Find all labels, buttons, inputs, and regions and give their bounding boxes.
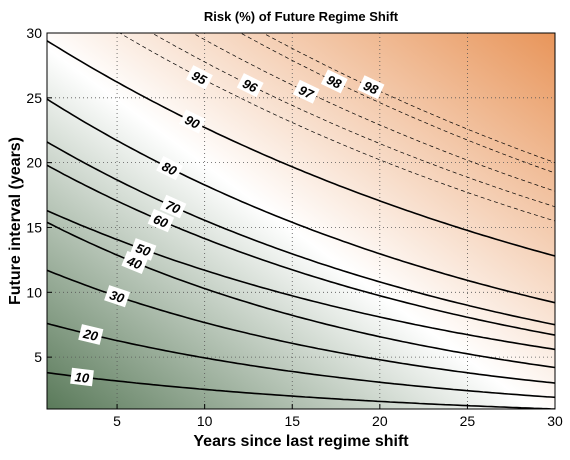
x-tick-label: 15: [284, 413, 300, 429]
contour-label-box: [320, 69, 348, 94]
contour-label-80: 80: [156, 156, 184, 181]
grid: [47, 33, 555, 409]
contour-label-box: [178, 109, 206, 134]
contour-label-30: 30: [104, 285, 131, 308]
contour-label-text: 50: [134, 240, 153, 259]
y-tick-label: 20: [26, 155, 42, 171]
contour-label-text: 96: [240, 76, 260, 96]
contour-label-text: 80: [160, 159, 180, 179]
contour-label-text: 60: [151, 211, 171, 231]
contour-line-10: [47, 371, 555, 409]
y-tick-label: 10: [26, 284, 42, 300]
contour-label-text: 97: [296, 82, 316, 102]
contour-label-box: [104, 285, 131, 308]
contour-line-96: [151, 33, 555, 208]
x-tick-label: 5: [113, 413, 121, 429]
contour-label-text: 90: [182, 112, 202, 132]
plot-frame: [46, 32, 556, 410]
contour-line-60: [47, 164, 555, 336]
contour-label-96: 96: [236, 73, 264, 98]
y-tick-label: 30: [26, 25, 42, 41]
plot-area: [47, 33, 555, 409]
contour-line-30: [47, 269, 555, 384]
contour-label-text: 30: [108, 287, 127, 306]
contour-label-90: 90: [178, 109, 206, 134]
contour-label-box: [357, 75, 385, 100]
contour-label-97: 97: [292, 79, 320, 104]
contour-label-text: 20: [81, 326, 100, 344]
contour-label-box: [292, 79, 320, 104]
contour-lines: [47, 33, 555, 409]
contour-line-20: [47, 322, 555, 399]
y-tick-label: 5: [34, 349, 42, 365]
contour-label-98: 98: [357, 75, 385, 100]
contour-line-98: [262, 33, 555, 164]
contour-label-text: 40: [124, 253, 145, 273]
contour-label-box: [78, 324, 104, 345]
contour-label-text: 98: [361, 78, 381, 98]
y-tick-label: 15: [26, 219, 42, 235]
contour-line-70: [47, 141, 555, 326]
contour-label-box: [130, 238, 157, 261]
contour-label-text: 98: [324, 72, 344, 92]
contour-line-95: [119, 33, 555, 222]
contour-label-box: [70, 367, 94, 387]
contour-label-70: 70: [159, 194, 187, 219]
y-axis-label: Future interval (years): [7, 137, 24, 305]
y-axis-ticks: 5 10 15 20 25 30: [26, 25, 52, 365]
contour-label-98: 98: [320, 69, 348, 94]
contour-line-50: [47, 209, 555, 351]
x-tick-label: 10: [197, 413, 213, 429]
x-tick-label: 20: [372, 413, 388, 429]
contour-label-text: 70: [163, 197, 183, 217]
contour-label-box: [236, 73, 264, 98]
x-axis-label: Years since last regime shift: [193, 433, 409, 450]
contour-label-box: [185, 65, 213, 90]
contour-label-box: [156, 156, 184, 181]
contour-label-box: [159, 194, 187, 219]
x-axis-ticks: 5 10 15 20 25 30: [113, 404, 563, 429]
chart-title: Risk (%) of Future Regime Shift: [204, 9, 399, 24]
contour-label-box: [147, 208, 175, 233]
contour-line-80: [47, 98, 555, 304]
contour-line-90: [47, 40, 555, 257]
contour-line-98: [239, 33, 555, 174]
contour-label-text: 10: [74, 369, 91, 386]
contour-label-20: 20: [78, 324, 104, 345]
contour-label-50: 50: [130, 238, 157, 261]
contour-label-95: 95: [185, 65, 213, 90]
contour-line-97: [191, 33, 555, 192]
contour-label-10: 10: [70, 367, 94, 387]
contour-label-60: 60: [147, 208, 175, 233]
x-tick-label: 25: [460, 413, 476, 429]
x-tick-label: 30: [547, 413, 563, 429]
y-tick-label: 25: [26, 90, 42, 106]
